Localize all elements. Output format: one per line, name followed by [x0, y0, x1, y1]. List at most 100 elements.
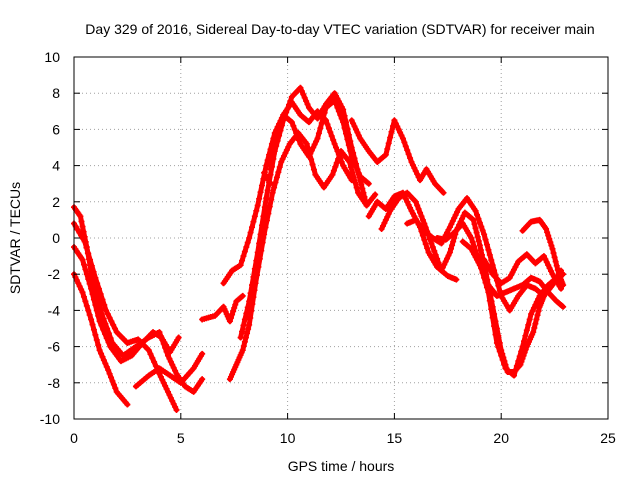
data-point — [477, 247, 484, 254]
data-point — [540, 253, 547, 260]
data-point — [166, 391, 173, 398]
data-point — [258, 182, 265, 189]
data-point — [399, 135, 406, 142]
data-point — [170, 400, 177, 407]
data-point — [354, 166, 361, 173]
y-tick-label: -6 — [48, 339, 61, 355]
data-point — [402, 143, 409, 150]
data-point — [365, 180, 372, 187]
data-point — [293, 130, 300, 137]
data-point — [244, 239, 251, 246]
data-point — [90, 296, 97, 303]
data-point — [85, 276, 92, 283]
data-point — [331, 97, 338, 104]
data-point — [530, 304, 537, 311]
data-point — [101, 330, 108, 337]
data-point — [531, 324, 538, 331]
data-point — [513, 362, 520, 369]
data-point — [96, 347, 103, 354]
data-point — [498, 352, 505, 359]
data-point — [558, 285, 565, 292]
data-point — [313, 138, 320, 145]
data-point — [247, 290, 254, 297]
x-axis: 0 5 10 15 20 25 — [70, 57, 616, 446]
data-point — [156, 370, 163, 377]
data-point — [227, 314, 234, 321]
data-point — [453, 276, 460, 283]
data-point — [261, 204, 268, 211]
data-point — [546, 265, 553, 272]
data-point — [243, 244, 250, 251]
data-point — [167, 394, 174, 401]
data-point — [83, 244, 90, 251]
y-tick-label: 0 — [52, 230, 60, 246]
series-trace-3 — [71, 271, 131, 408]
data-point — [345, 142, 352, 149]
data-point — [361, 193, 368, 200]
data-point — [79, 235, 86, 242]
data-point — [270, 150, 277, 157]
data-point — [543, 225, 550, 232]
data-point — [454, 209, 461, 216]
data-point — [105, 367, 112, 374]
data-point — [83, 302, 90, 309]
data-point — [411, 165, 418, 172]
data-point — [100, 326, 107, 333]
data-point — [387, 134, 394, 141]
data-point — [164, 352, 171, 359]
data-point — [103, 335, 110, 342]
data-point — [98, 322, 105, 329]
data-point — [407, 155, 414, 162]
data-point — [276, 127, 283, 134]
data-point — [360, 189, 367, 196]
data-point — [279, 115, 286, 122]
x-tick-label: 10 — [280, 430, 296, 446]
data-point — [533, 298, 540, 305]
data-point — [80, 261, 87, 268]
data-point — [331, 140, 338, 147]
data-point — [518, 348, 525, 355]
data-point — [265, 210, 272, 217]
data-point — [73, 277, 80, 284]
data-point — [282, 149, 289, 156]
data-point — [559, 302, 566, 309]
data-point — [397, 129, 404, 136]
data-point — [76, 229, 83, 236]
data-point — [421, 220, 428, 227]
series-trace-17 — [459, 238, 567, 310]
data-point — [415, 206, 422, 213]
data-point — [482, 236, 489, 243]
data-point — [342, 130, 349, 137]
data-point — [431, 247, 438, 254]
data-point — [78, 232, 85, 239]
data-point — [363, 202, 370, 209]
data-point — [553, 262, 560, 269]
data-point — [164, 388, 171, 395]
data-point — [251, 213, 258, 220]
data-point — [451, 235, 458, 241]
data-point — [110, 321, 117, 328]
y-tick-label: 4 — [52, 158, 60, 174]
data-point — [560, 282, 567, 289]
data-point — [90, 326, 97, 333]
series-trace-18 — [481, 251, 565, 292]
data-point — [516, 353, 523, 360]
data-point — [334, 104, 341, 111]
data-point — [93, 336, 100, 343]
y-tick-label: 6 — [52, 121, 60, 137]
data-point — [110, 381, 117, 388]
data-point — [99, 353, 106, 360]
data-point — [90, 268, 97, 275]
data-point — [419, 232, 426, 239]
data-point — [492, 331, 499, 338]
data-point — [109, 377, 116, 384]
data-point — [242, 334, 249, 341]
data-point — [269, 189, 276, 196]
data-point — [309, 161, 316, 168]
data-point — [102, 320, 109, 327]
data-point — [303, 98, 310, 105]
data-point — [310, 166, 317, 173]
data-point — [92, 274, 99, 281]
data-point — [515, 358, 522, 365]
